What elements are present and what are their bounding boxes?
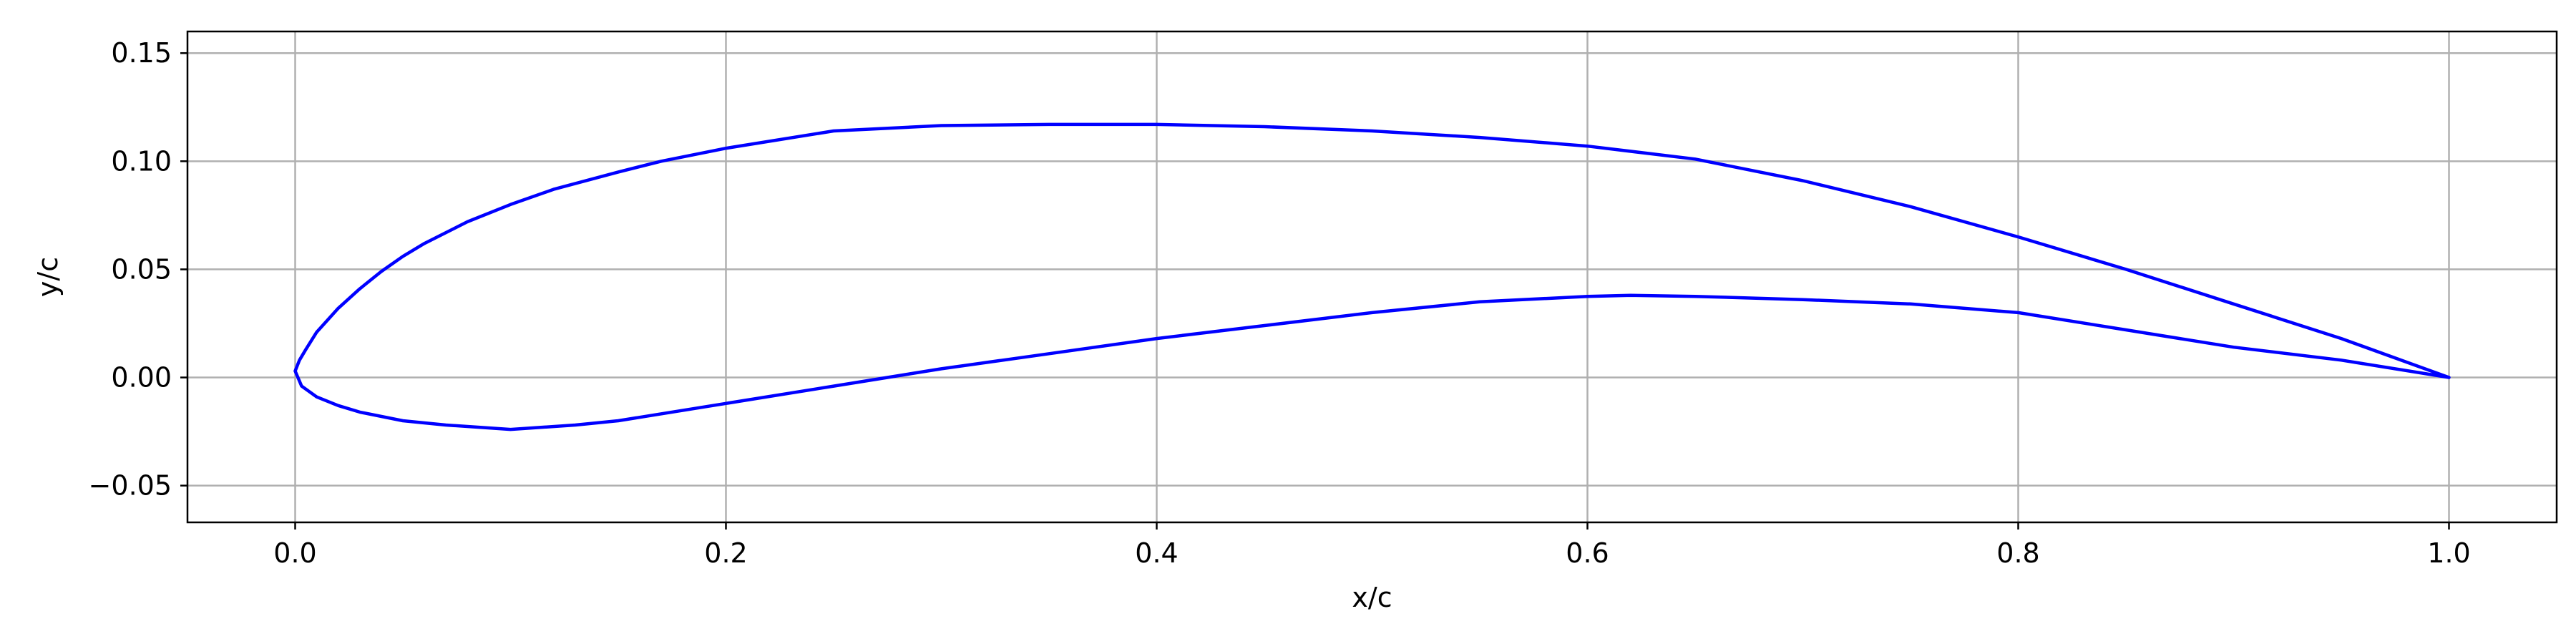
plot-frame [186, 30, 2558, 524]
x-tick-label: 0.8 [1996, 537, 2039, 569]
airfoil-profile-line [293, 122, 2451, 431]
x-tick-label: 0.4 [1135, 537, 1178, 569]
y-axis-ticks: −0.05 0.00 0.05 0.10 0.15 [89, 37, 187, 502]
y-tick-label: 0.05 [111, 253, 172, 285]
x-tick-label: 0.2 [704, 537, 747, 569]
grid [187, 31, 2557, 522]
x-tick-label: 0.6 [1566, 537, 1609, 569]
y-tick-label: 0.00 [111, 362, 172, 394]
x-axis-label: x/c [1352, 582, 1392, 613]
y-tick-label: 0.10 [111, 145, 172, 177]
plot-series [293, 122, 2451, 431]
x-tick-label: 1.0 [2427, 537, 2470, 569]
y-tick-label: −0.05 [89, 470, 172, 502]
x-tick-label: 0.0 [273, 537, 316, 569]
x-axis-ticks: 0.0 0.2 0.4 0.6 0.8 1.0 [273, 522, 2471, 569]
y-axis-label: y/c [32, 257, 64, 297]
y-tick-label: 0.15 [111, 37, 172, 69]
